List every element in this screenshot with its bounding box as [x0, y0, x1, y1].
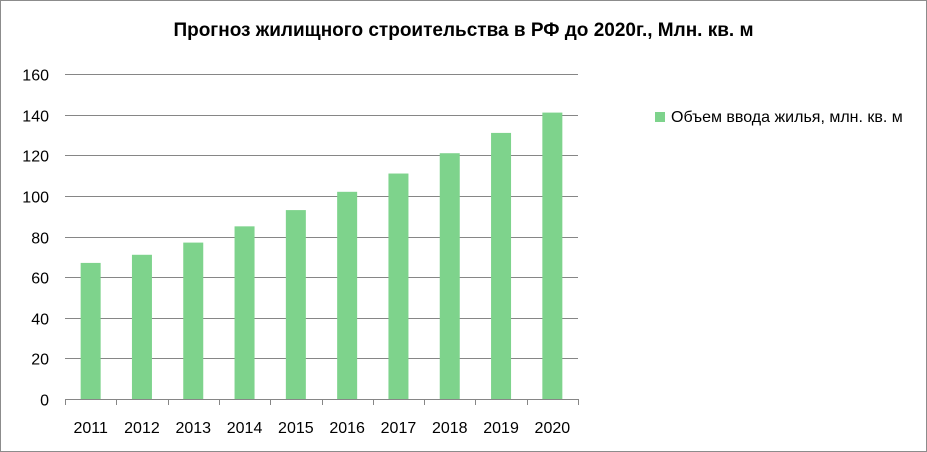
axes [65, 399, 579, 405]
y-tick-label: 100 [22, 190, 49, 207]
legend: Объем ввода жилья, млн. кв. м [655, 105, 915, 131]
bar-2019 [491, 132, 512, 399]
x-tick-label: 2013 [175, 420, 211, 437]
y-axis-tick-labels: 0 20 40 60 80 100 120 140 160 [22, 68, 49, 410]
y-tick-label: 120 [22, 149, 49, 166]
x-axis-tick-labels: 2011 2012 2013 2014 2015 2016 2017 2018 2019 2020 [73, 420, 570, 437]
bar-2015 [285, 210, 306, 399]
y-tick-label: 20 [31, 352, 49, 369]
bar-2017 [388, 173, 409, 399]
y-tick-label: 60 [31, 271, 49, 288]
x-tick-label: 2016 [329, 420, 365, 437]
y-tick-label: 140 [22, 109, 49, 126]
x-tick-label: 2011 [73, 420, 108, 437]
x-tick-label: 2020 [535, 420, 571, 437]
bar-2020 [542, 112, 563, 399]
legend-label: Объем ввода жилья, млн. кв. м [671, 109, 903, 126]
x-tick-label: 2014 [227, 420, 263, 437]
bar-2012 [131, 254, 152, 399]
chart-title: Прогноз жилищного строительства в РФ до … [173, 20, 754, 41]
bar-2016 [337, 191, 358, 399]
x-tick-label: 2015 [278, 420, 314, 437]
y-tick-label: 40 [31, 312, 49, 329]
bar-2014 [234, 226, 255, 399]
x-tick-label: 2017 [381, 420, 417, 437]
bar-2013 [183, 242, 204, 399]
x-tick-label: 2019 [483, 420, 519, 437]
x-tick-label: 2018 [432, 420, 468, 437]
bar-2018 [439, 153, 460, 399]
bars [80, 112, 563, 399]
y-tick-label: 80 [31, 231, 49, 248]
legend-swatch [655, 112, 665, 122]
bar-2011 [80, 262, 101, 399]
x-tick-label: 2012 [124, 420, 160, 437]
y-tick-label: 160 [22, 68, 49, 85]
y-tick-label: 0 [40, 393, 49, 410]
